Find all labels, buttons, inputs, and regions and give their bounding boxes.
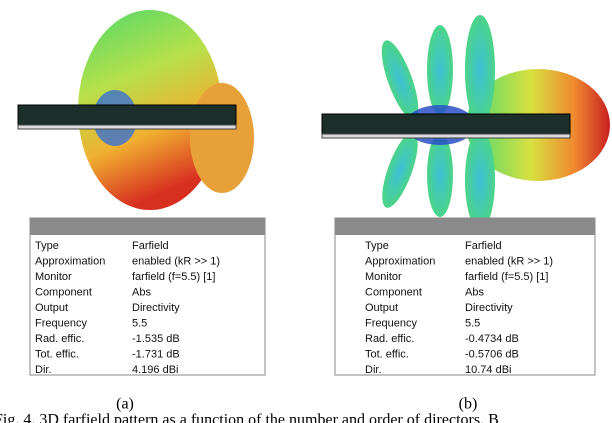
info-value: -0.5706 dB bbox=[465, 348, 519, 360]
info-label: Output bbox=[365, 302, 398, 314]
info-value: 5.5 bbox=[465, 317, 480, 329]
info-label: Frequency bbox=[35, 317, 87, 329]
info-label: Tot. effic. bbox=[365, 348, 409, 360]
info-label: Rad. effic. bbox=[365, 333, 414, 345]
info-value: -0.4734 dB bbox=[465, 333, 519, 345]
pattern-b bbox=[322, 15, 610, 230]
info-value: farfield (f=5.5) [1] bbox=[132, 271, 215, 283]
panel-caption: (b) bbox=[459, 396, 478, 413]
info-label: Type bbox=[35, 240, 59, 252]
info-label: Tot. effic. bbox=[35, 348, 79, 360]
info-label: Component bbox=[365, 286, 422, 298]
figure-caption: Fig. 4. 3D farfield pattern as a functio… bbox=[0, 412, 499, 423]
info-label: Monitor bbox=[35, 271, 72, 283]
figure: Type Farfield Approximation enabled (kR >> … bbox=[0, 0, 612, 423]
info-value: 5.5 bbox=[132, 317, 147, 329]
info-value: enabled (kR >> 1) bbox=[132, 255, 220, 267]
info-value: Directivity bbox=[465, 302, 513, 314]
panel-caption: (a) bbox=[116, 396, 134, 413]
info-value: 10.74 dBi bbox=[465, 364, 511, 376]
info-label: Dir. bbox=[35, 364, 52, 376]
info-label: Approximation bbox=[35, 255, 105, 267]
info-label: Output bbox=[35, 302, 68, 314]
info-header bbox=[335, 218, 595, 235]
info-header bbox=[30, 218, 265, 235]
page: Type Farfield Approximation enabled (kR >> … bbox=[0, 0, 612, 423]
info-label: Frequency bbox=[365, 317, 417, 329]
info-label: Rad. effic. bbox=[35, 333, 84, 345]
info-value: Farfield bbox=[465, 240, 502, 252]
pattern-a bbox=[18, 10, 254, 210]
info-value: -1.731 dB bbox=[132, 348, 180, 360]
info-value: Farfield bbox=[132, 240, 169, 252]
info-label: Monitor bbox=[365, 271, 402, 283]
info-value: Abs bbox=[132, 286, 151, 298]
info-label: Component bbox=[35, 286, 92, 298]
info-label: Type bbox=[365, 240, 389, 252]
info-label: Approximation bbox=[365, 255, 435, 267]
info-value: Abs bbox=[465, 286, 484, 298]
info-value: farfield (f=5.5) [1] bbox=[465, 271, 548, 283]
info-value: enabled (kR >> 1) bbox=[465, 255, 553, 267]
info-label: Dir. bbox=[365, 364, 382, 376]
info-value: Directivity bbox=[132, 302, 180, 314]
info-value: -1.535 dB bbox=[132, 333, 180, 345]
info-value: 4.196 dBi bbox=[132, 364, 178, 376]
